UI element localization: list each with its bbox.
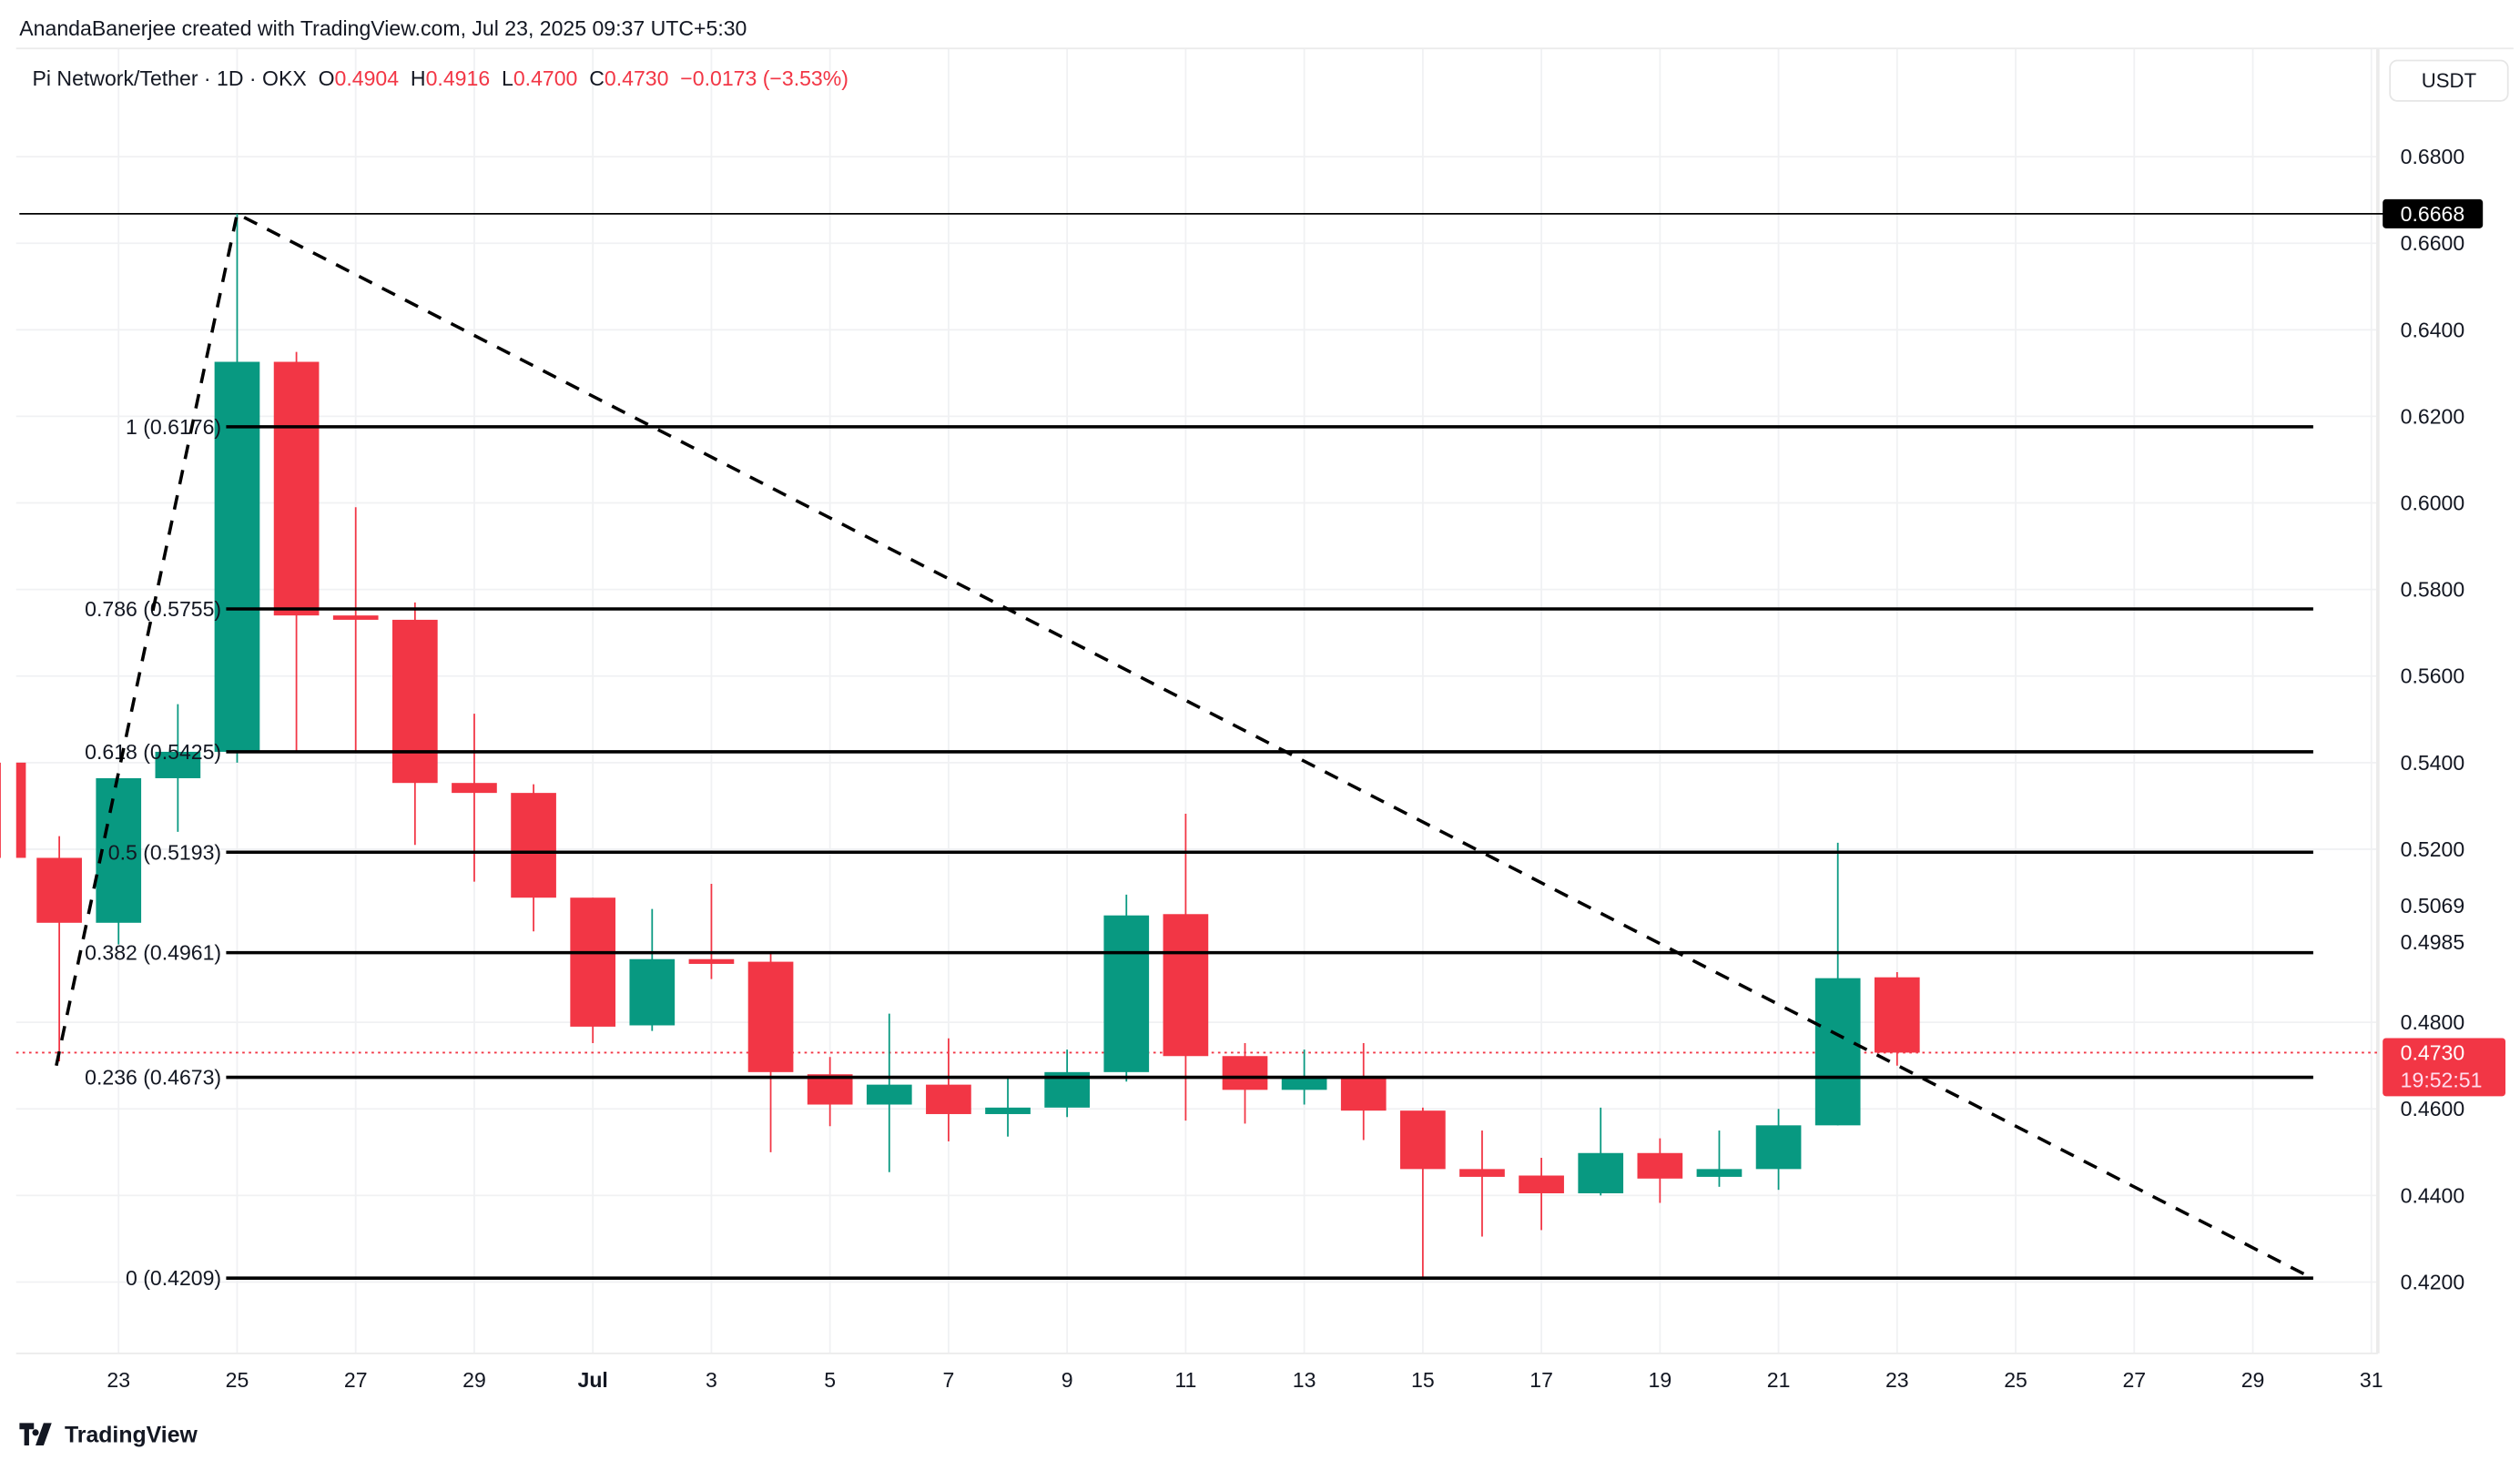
close-value: 0.4730	[604, 66, 669, 91]
time-axis-label: 7	[942, 1368, 954, 1392]
time-axis-label: 25	[2004, 1368, 2027, 1392]
candle-up	[866, 1084, 912, 1105]
price-axis-label: 0.6000	[2401, 492, 2465, 515]
candle-down	[747, 961, 794, 1072]
candle-down	[1400, 1110, 1446, 1170]
time-axis-label: 23	[1885, 1368, 1909, 1392]
time-axis-label: 3	[706, 1368, 717, 1392]
time-axis-label: 29	[462, 1368, 486, 1392]
fib-level-label: 0.618 (0.5425)	[85, 740, 221, 764]
candle-down	[1637, 1152, 1683, 1179]
candle-down	[1519, 1175, 1564, 1193]
time-axis-label: 25	[226, 1368, 249, 1392]
candle-down	[1163, 914, 1209, 1057]
candle-up	[629, 958, 676, 1026]
candle-down	[36, 857, 82, 923]
time-axis-label: 9	[1062, 1368, 1073, 1392]
ohlc-legend: Pi Network/Tether · 1D · OKX O0.4904 H0.…	[32, 66, 848, 91]
low-value: 0.4700	[513, 66, 578, 91]
open-value: 0.4904	[334, 66, 400, 91]
candle-up	[1578, 1152, 1624, 1193]
candle-down	[688, 958, 735, 964]
high-label: H	[410, 66, 426, 91]
time-axis-label: 21	[1767, 1368, 1791, 1392]
symbol-title: Pi Network/Tether · 1D · OKX	[32, 66, 307, 91]
price-axis-label: 0.5400	[2401, 751, 2465, 775]
price-axis-label: 0.6800	[2401, 145, 2465, 168]
time-axis-label: 27	[344, 1368, 368, 1392]
candle-down	[15, 762, 26, 858]
candle-down	[570, 897, 616, 1027]
price-axis-label: 0.5069	[2401, 894, 2465, 918]
price-axis-label: 0.4600	[2401, 1097, 2465, 1120]
candle-countdown-label: 19:52:51	[2401, 1069, 2483, 1092]
brand-name: TradingView	[64, 1421, 198, 1447]
candle-up	[1755, 1125, 1802, 1170]
time-axis-label: 11	[1174, 1368, 1196, 1392]
candle-down	[332, 615, 379, 620]
change-value: −0.0173 (−3.53%)	[680, 66, 848, 91]
price-axis-label: 0.6200	[2401, 404, 2465, 428]
price-axis-label: 0.5800	[2401, 578, 2465, 602]
high-price-badge-label: 0.6668	[2401, 202, 2465, 226]
candle-down	[1459, 1169, 1505, 1177]
fib-level-label: 0.236 (0.4673)	[85, 1066, 221, 1090]
fib-level-label: 0.5 (0.5193)	[108, 840, 221, 864]
open-label: O	[318, 66, 335, 91]
price-axis-label: 0.6600	[2401, 231, 2465, 255]
candle-up	[1814, 978, 1861, 1126]
last-price-badge	[2383, 1038, 2506, 1097]
high-value: 0.4916	[425, 66, 491, 91]
price-axis-label: 0.5200	[2401, 837, 2465, 861]
price-axis-label: 0.5600	[2401, 664, 2465, 688]
time-axis-label: 29	[2241, 1368, 2265, 1392]
time-axis-label: 17	[1529, 1368, 1553, 1392]
time-axis-label: 5	[824, 1368, 836, 1392]
candle-down	[926, 1084, 971, 1114]
time-axis-label: 23	[107, 1368, 130, 1392]
close-label: C	[589, 66, 605, 91]
candle-up	[1696, 1169, 1743, 1177]
time-axis-label: 31	[2360, 1368, 2383, 1392]
candle-up	[985, 1107, 1031, 1114]
trend-line-dashed	[55, 211, 2313, 1280]
price-axis-label: 0.4200	[2401, 1270, 2465, 1293]
high-price-badge	[2383, 198, 2484, 228]
candle-up	[1103, 915, 1150, 1072]
candle-down	[1222, 1056, 1268, 1090]
time-axis-label: 13	[1293, 1368, 1316, 1392]
fib-level-label: 0.382 (0.4961)	[85, 941, 221, 965]
time-axis-label: 15	[1411, 1368, 1435, 1392]
price-axis-label: 0.4985	[2401, 930, 2465, 954]
candle-up	[155, 751, 201, 778]
candle-down	[807, 1074, 853, 1105]
candle-down	[452, 783, 497, 794]
time-axis-label: 19	[1649, 1368, 1672, 1392]
fib-level-label: 1 (0.6176)	[126, 415, 221, 439]
candle-down	[511, 793, 556, 898]
candle-down	[273, 361, 320, 616]
time-axis-label: 27	[2122, 1368, 2146, 1392]
candle-down	[1340, 1077, 1387, 1111]
price-axis-label: 0.4800	[2401, 1010, 2465, 1034]
fib-level-label: 0 (0.4209)	[126, 1266, 221, 1290]
price-axis-label: 0.4400	[2401, 1183, 2465, 1207]
currency-button[interactable]: USDT	[2389, 59, 2509, 102]
low-label: L	[501, 66, 513, 91]
candle-up	[1281, 1077, 1327, 1090]
time-axis-label: Jul	[578, 1368, 608, 1392]
candle-down	[1874, 977, 1920, 1053]
candle-down	[391, 619, 438, 784]
last-price-badge-label: 0.4730	[2401, 1040, 2465, 1064]
tradingview-logo[interactable]: TradingView	[19, 1421, 198, 1447]
chart-credit: AnandaBanerjee created with TradingView.…	[19, 15, 747, 41]
tradingview-logo-icon	[19, 1423, 52, 1446]
price-axis-label: 0.6400	[2401, 318, 2465, 341]
